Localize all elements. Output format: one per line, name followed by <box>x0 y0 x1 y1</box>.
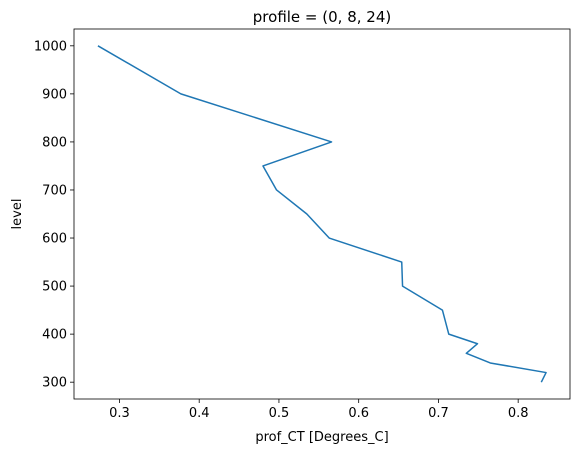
y-tick-label: 400 <box>42 328 67 343</box>
x-tick-label: 0.8 <box>508 406 529 421</box>
x-tick-label: 0.3 <box>109 406 130 421</box>
y-tick-label: 700 <box>42 183 67 198</box>
y-axis-label: level <box>10 199 25 230</box>
series-line-0 <box>97 45 547 383</box>
x-tick-label: 0.7 <box>428 406 449 421</box>
tick-layer: 0.3 0.4 0.5 0.6 0.7 0.8 300 400 500 600 700 800 900 1… <box>34 39 529 421</box>
chart-title: profile = (0, 8, 24) <box>253 8 391 26</box>
x-tick-label: 0.5 <box>269 406 290 421</box>
y-tick-label: 500 <box>42 280 67 295</box>
y-tick-label: 800 <box>42 135 67 150</box>
x-tick-label: 0.4 <box>189 406 210 421</box>
y-tick-label: 300 <box>42 376 67 391</box>
plot-area <box>74 29 570 399</box>
data-layer <box>97 45 547 383</box>
y-tick-label: 600 <box>42 232 67 247</box>
plot-frame <box>73 28 571 400</box>
x-tick-label: 0.6 <box>348 406 369 421</box>
y-tick-label: 900 <box>42 87 67 102</box>
y-tick-label: 1000 <box>34 39 67 54</box>
x-axis-label: prof_CT [Degrees_C] <box>255 430 388 445</box>
